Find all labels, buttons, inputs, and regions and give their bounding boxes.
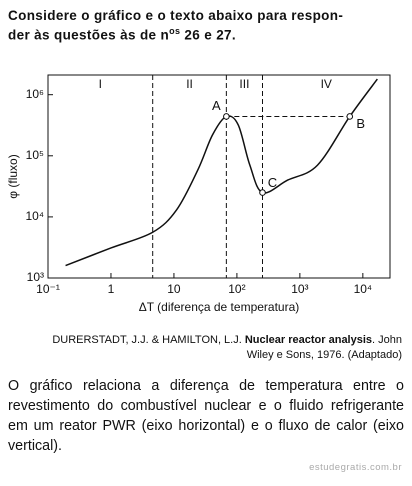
header-text: der às questões às de n [8, 27, 170, 43]
paragraph-line: vertical). [8, 438, 63, 454]
x-axis-label: ΔT (diferença de temperatura) [139, 300, 300, 314]
point-marker [223, 113, 230, 120]
point-label: B [356, 116, 365, 131]
y-axis-label: φ (fluxo) [6, 154, 20, 198]
citation-line: DURERSTADT, J.J. & HAMILTON, L.J. Nuclea… [52, 334, 402, 346]
flux-curve [65, 78, 378, 267]
x-tick-label: 1 [108, 282, 115, 296]
y-tick-label: 10³ [27, 270, 44, 284]
point-label: A [212, 98, 221, 113]
x-tick-label: 10⁻¹ [36, 282, 60, 296]
paragraph-line: O gráfico relaciona a diferença de tempe… [8, 378, 404, 394]
x-tick-label: 10³ [291, 282, 308, 296]
citation-title: Nuclear reactor analysis [244, 334, 373, 346]
paragraph: O gráfico relaciona a diferença de tempe… [8, 376, 404, 456]
y-tick-label: 10⁶ [26, 87, 44, 101]
x-tick-label: 10 [167, 282, 181, 296]
paragraph-line: revestimento do combustível nuclear e o … [8, 398, 404, 414]
point-marker [346, 113, 354, 120]
header-text: 26 e 27. [180, 27, 237, 43]
header-line: der às questões às de nos 26 e 27. [8, 26, 236, 43]
y-tick-label: 10⁵ [26, 148, 44, 162]
watermark: estudegratis.com.br [309, 462, 402, 473]
region-label: IV [321, 77, 332, 91]
citation-authors: DURERSTADT, J.J. & HAMILTON, L.J. [52, 334, 245, 346]
region-label: III [239, 77, 249, 91]
citation-text: . John [372, 334, 402, 346]
header-superscript: os [169, 26, 181, 36]
citation-line: Wiley e Sons, 1976. (Adaptado) [246, 349, 402, 361]
region-label: I [99, 77, 102, 91]
header-line: Considere o gráfico e o texto abaixo par… [8, 8, 344, 23]
x-tick-label: 10⁴ [354, 282, 373, 296]
x-tick-label: 10² [228, 282, 245, 296]
plot-frame [47, 74, 391, 279]
region-label: II [186, 77, 193, 91]
paragraph-line: em um reator PWR (eixo horizontal) e o f… [8, 418, 404, 434]
point-marker [259, 189, 266, 196]
point-label: C [268, 175, 277, 190]
y-tick-label: 10⁴ [25, 209, 44, 223]
